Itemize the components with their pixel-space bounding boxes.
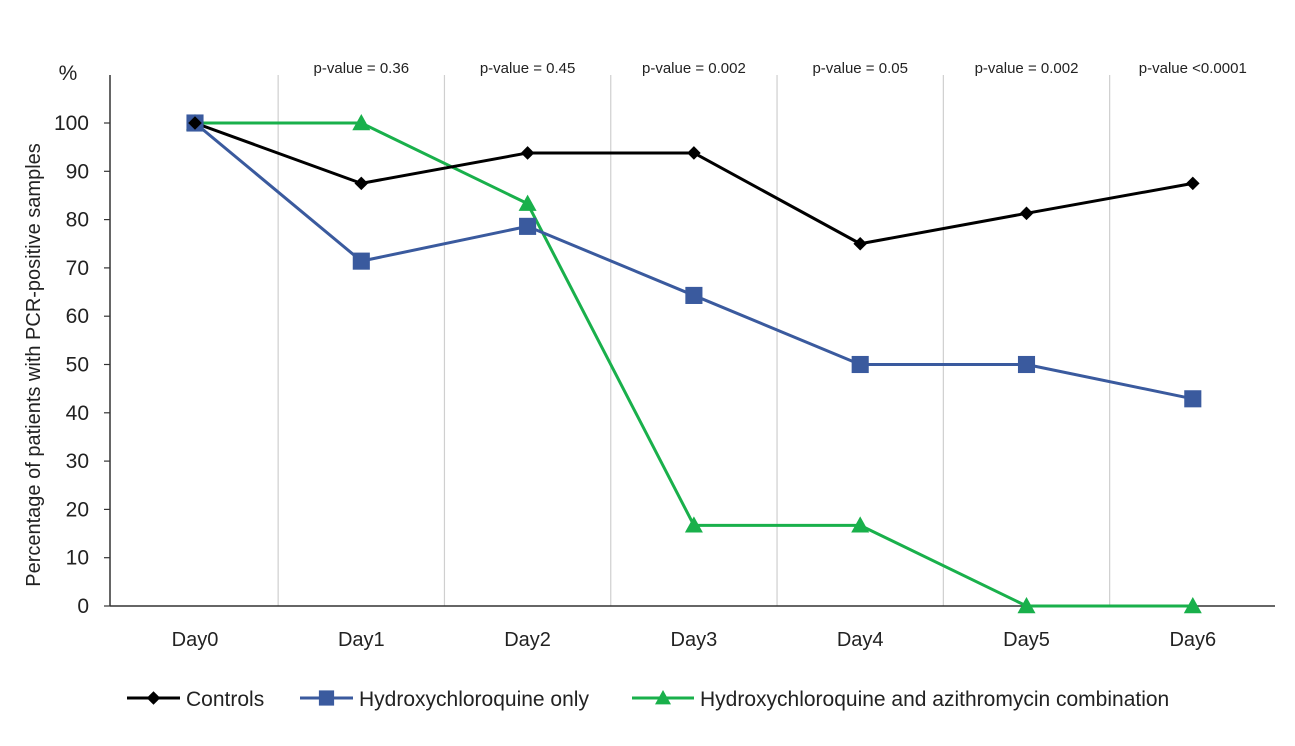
data-point-triangle bbox=[1017, 597, 1036, 614]
data-point-diamond bbox=[188, 116, 202, 130]
legend-marker-diamond bbox=[146, 691, 161, 705]
y-tick-label: 50 bbox=[66, 354, 89, 377]
y-tick-label: 80 bbox=[66, 209, 89, 232]
p-value-label: p-value = 0.45 bbox=[480, 60, 576, 77]
legend-label: Controls bbox=[186, 688, 264, 711]
y-tick-label: 40 bbox=[66, 402, 89, 425]
data-point-square bbox=[519, 217, 537, 235]
legend-label: Hydroxychloroquine and azithromycin comb… bbox=[700, 688, 1169, 711]
data-point-triangle bbox=[1183, 597, 1202, 614]
p-value-label: p-value <0.0001 bbox=[1139, 60, 1247, 77]
y-tick-label: 70 bbox=[66, 257, 89, 280]
x-tick-label: Day4 bbox=[837, 629, 884, 651]
data-point-square bbox=[851, 355, 869, 374]
legend-label: Hydroxychloroquine only bbox=[359, 688, 589, 711]
series-line-square bbox=[194, 121, 1194, 401]
x-tick-label: Day6 bbox=[1169, 629, 1216, 651]
legend-marker-triangle bbox=[655, 690, 671, 705]
data-point-triangle bbox=[518, 194, 537, 211]
legend-marker-square bbox=[318, 690, 335, 706]
p-value-label: p-value = 0.002 bbox=[975, 60, 1079, 77]
x-tick-label: Day2 bbox=[504, 629, 551, 651]
y-tick-label: 10 bbox=[66, 547, 89, 570]
y-tick-label: 20 bbox=[66, 498, 89, 521]
p-value-label: p-value = 0.36 bbox=[314, 60, 410, 77]
p-value-label: p-value = 0.05 bbox=[812, 60, 908, 77]
y-axis-title: Percentage of patients with PCR-positive… bbox=[23, 143, 45, 587]
data-point-square bbox=[352, 252, 370, 270]
data-point-diamond bbox=[1186, 176, 1200, 191]
data-point-square bbox=[1017, 355, 1036, 374]
data-point-diamond bbox=[853, 236, 867, 251]
y-unit-label: % bbox=[59, 62, 78, 85]
y-tick-label: 0 bbox=[77, 595, 89, 618]
series-line-triangle bbox=[195, 121, 1193, 608]
y-tick-label: 90 bbox=[66, 160, 89, 183]
data-point-diamond bbox=[520, 146, 535, 160]
data-point-triangle bbox=[684, 516, 703, 533]
x-tick-label: Day1 bbox=[338, 629, 385, 651]
data-point-diamond bbox=[354, 176, 369, 191]
data-point-triangle bbox=[352, 114, 371, 131]
y-tick-label: 100 bbox=[54, 112, 89, 135]
y-tick-label: 60 bbox=[66, 305, 89, 328]
p-value-label: p-value = 0.002 bbox=[642, 60, 746, 77]
data-point-diamond bbox=[1019, 206, 1034, 221]
data-point-triangle bbox=[851, 516, 870, 533]
data-point-square bbox=[685, 286, 703, 304]
x-tick-label: Day0 bbox=[172, 629, 219, 651]
data-point-diamond bbox=[687, 146, 701, 160]
x-tick-label: Day3 bbox=[671, 629, 718, 651]
data-point-square bbox=[1184, 390, 1202, 408]
y-tick-label: 30 bbox=[66, 450, 89, 473]
series-line-diamond bbox=[194, 121, 1194, 246]
x-tick-label: Day5 bbox=[1003, 629, 1050, 651]
